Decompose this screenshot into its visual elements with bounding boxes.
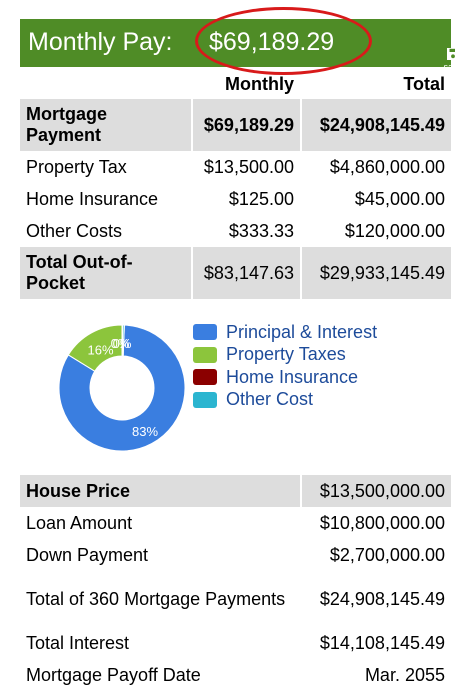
row-monthly: $333.33: [228, 220, 294, 241]
table-row: Mortgage Payoff Date Mar. 2055: [20, 659, 451, 691]
table-row: Property Tax $13,500.00 $4,860,000.00: [20, 151, 451, 183]
row-monthly: $125.00: [228, 188, 294, 209]
legend-label: Property Taxes: [226, 344, 346, 365]
donut-slice: [121, 324, 125, 357]
detail-value: $24,908,145.49: [319, 588, 445, 609]
data-label: 83%: [132, 424, 158, 439]
row-monthly: $69,189.29: [191, 99, 300, 151]
monthly-pay-title: Monthly Pay:: [28, 28, 173, 56]
cost-breakdown-donut-chart: 83%16%0%0%: [58, 324, 186, 452]
detail-label: Total Interest: [26, 632, 130, 653]
data-label: 0%: [113, 336, 132, 351]
data-label: 0%: [111, 336, 130, 351]
table-row: Total of 360 Mortgage Payments $24,908,1…: [20, 571, 451, 627]
row-total: $24,908,145.49: [300, 99, 451, 151]
table-row: Loan Amount $10,800,000.00: [20, 507, 451, 539]
donut-slice: [58, 324, 186, 452]
row-monthly: $13,500.00: [203, 156, 294, 177]
legend-item: Other Cost: [193, 389, 377, 412]
table-row: House Price $13,500,000.00: [20, 475, 451, 507]
legend-item: Principal & Interest: [193, 321, 377, 344]
row-label: Other Costs: [26, 220, 123, 241]
legend-label: Principal & Interest: [226, 321, 378, 342]
table-row: Home Insurance $125.00 $45,000.00: [20, 183, 451, 215]
row-total: $29,933,145.49: [300, 247, 451, 299]
table-row: Mortgage Payment $69,189.29 $24,908,145.…: [20, 99, 451, 151]
detail-label: Mortgage Payoff Date: [26, 664, 201, 685]
detail-value: $10,800,000.00: [319, 512, 445, 533]
detail-value: $14,108,145.49: [319, 632, 445, 653]
row-total: $120,000.00: [344, 220, 445, 241]
legend-item: Home Insurance: [193, 366, 377, 389]
table-row: Other Costs $333.33 $120,000.00: [20, 215, 451, 247]
detail-value: $2,700,000.00: [329, 544, 445, 565]
row-label: Property Tax: [26, 156, 127, 177]
row-label: Home Insurance: [26, 188, 159, 209]
summary-table: Monthly Total Mortgage Payment $69,189.2…: [20, 69, 451, 299]
row-total: $4,860,000.00: [329, 156, 445, 177]
table-row: Total Interest $14,108,145.49: [20, 627, 451, 659]
save-button[interactable]: save: [440, 47, 461, 72]
col-monthly-header: Monthly: [225, 73, 294, 94]
save-label: save: [443, 62, 461, 72]
floppy-disk-icon: [447, 48, 459, 60]
table-row: Down Payment $2,700,000.00: [20, 539, 451, 571]
detail-value: Mar. 2055: [364, 664, 445, 685]
row-label: Mortgage Payment: [20, 99, 191, 151]
detail-label: Down Payment: [26, 544, 149, 565]
detail-label: Total of 360 Mortgage Payments: [26, 588, 286, 609]
legend-item: Property Taxes: [193, 344, 377, 367]
row-total: $45,000.00: [354, 188, 445, 209]
legend-swatch: [193, 324, 217, 341]
legend-swatch: [193, 346, 217, 363]
data-label: 16%: [88, 343, 114, 358]
table-row: Total Out-of-Pocket $83,147.63 $29,933,1…: [20, 247, 451, 299]
detail-label: House Price: [20, 475, 300, 507]
col-total-header: Total: [403, 73, 445, 94]
row-monthly: $83,147.63: [191, 247, 300, 299]
detail-value: $13,500,000.00: [300, 475, 451, 507]
legend-label: Other Cost: [226, 389, 314, 410]
legend-swatch: [193, 391, 217, 408]
highlight-circle: [195, 7, 372, 75]
detail-label: Loan Amount: [26, 512, 133, 533]
row-label: Total Out-of-Pocket: [20, 247, 191, 299]
legend-swatch: [193, 369, 217, 386]
loan-details-table: House Price $13,500,000.00 Loan Amount $…: [20, 475, 451, 691]
chart-legend: Principal & Interest Property Taxes Home…: [193, 321, 377, 411]
summary-header-row: Monthly Total: [20, 69, 451, 99]
legend-label: Home Insurance: [226, 366, 359, 387]
